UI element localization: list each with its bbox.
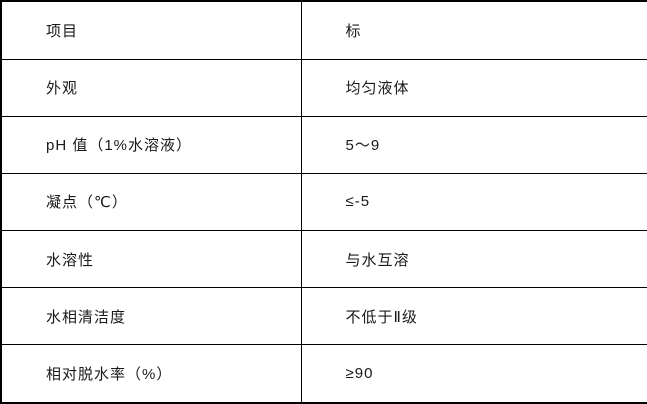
cell-item: 外观 [0,58,302,117]
cell-value: 均匀液体 [300,58,647,117]
table-row: 水溶性 与水互溶 [0,229,647,289]
table-row: 相对脱水率（%） ≥90 [0,344,647,404]
cell-item: 相对脱水率（%） [0,344,302,404]
cell-value: 5～9 [300,115,647,174]
cell-item: 水溶性 [0,229,302,289]
cell-item: 水相清洁度 [0,287,302,346]
cell-value: ≤-5 [300,172,647,231]
header-cell-item: 项目 [0,0,302,60]
cell-value: ≥90 [300,344,647,404]
header-cell-value: 标 [300,0,647,60]
cell-value: 与水互溶 [300,229,647,289]
table-row: 外观 均匀液体 [0,58,647,117]
cell-value: 不低于Ⅱ级 [300,287,647,346]
table-row: 水相清洁度 不低于Ⅱ级 [0,287,647,346]
table-row: pH 值（1%水溶液） 5～9 [0,115,647,174]
cell-item: pH 值（1%水溶液） [0,115,302,174]
table-row: 凝点（℃） ≤-5 [0,172,647,231]
cell-item: 凝点（℃） [0,172,302,231]
table-header-row: 项目 标 [0,0,647,60]
